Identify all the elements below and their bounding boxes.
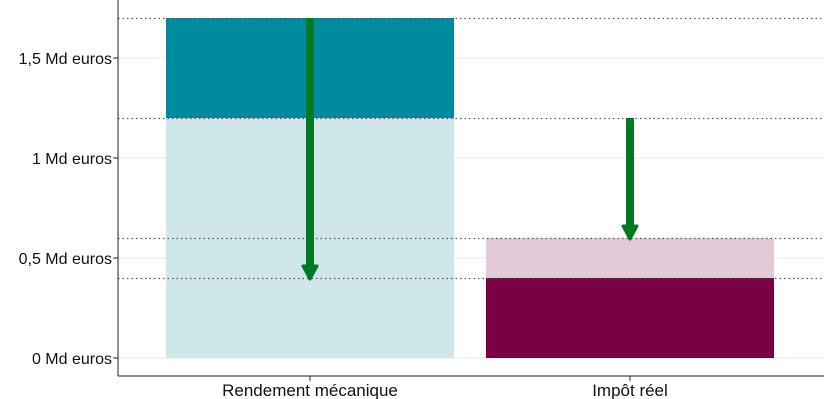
y-tick-label: 1,5 Md euros (19, 51, 112, 68)
x-tick-label-impot-reel: Impôt réel (592, 381, 668, 399)
x-tick-label-rendement-mecanique: Rendement mécanique (222, 381, 398, 399)
axes: 0 Md euros 0,5 Md euros 1 Md euros 1,5 Md e… (19, 0, 824, 399)
arrow-head (301, 264, 319, 281)
y-tick-label: 0,5 Md euros (19, 251, 112, 268)
arrow-impot-reel (621, 118, 639, 241)
bar-segment-impot-reel-1 (486, 278, 774, 358)
arrow-rendement-mecanique (301, 18, 319, 281)
bars (166, 18, 774, 358)
arrows (301, 18, 639, 281)
reference-lines (118, 17, 824, 280)
y-tick-label: 1 Md euros (32, 151, 112, 168)
bar-segment-impot-reel-2 (486, 238, 774, 278)
arrow-head (621, 224, 639, 241)
y-tick-label: 0 Md euros (32, 351, 112, 368)
